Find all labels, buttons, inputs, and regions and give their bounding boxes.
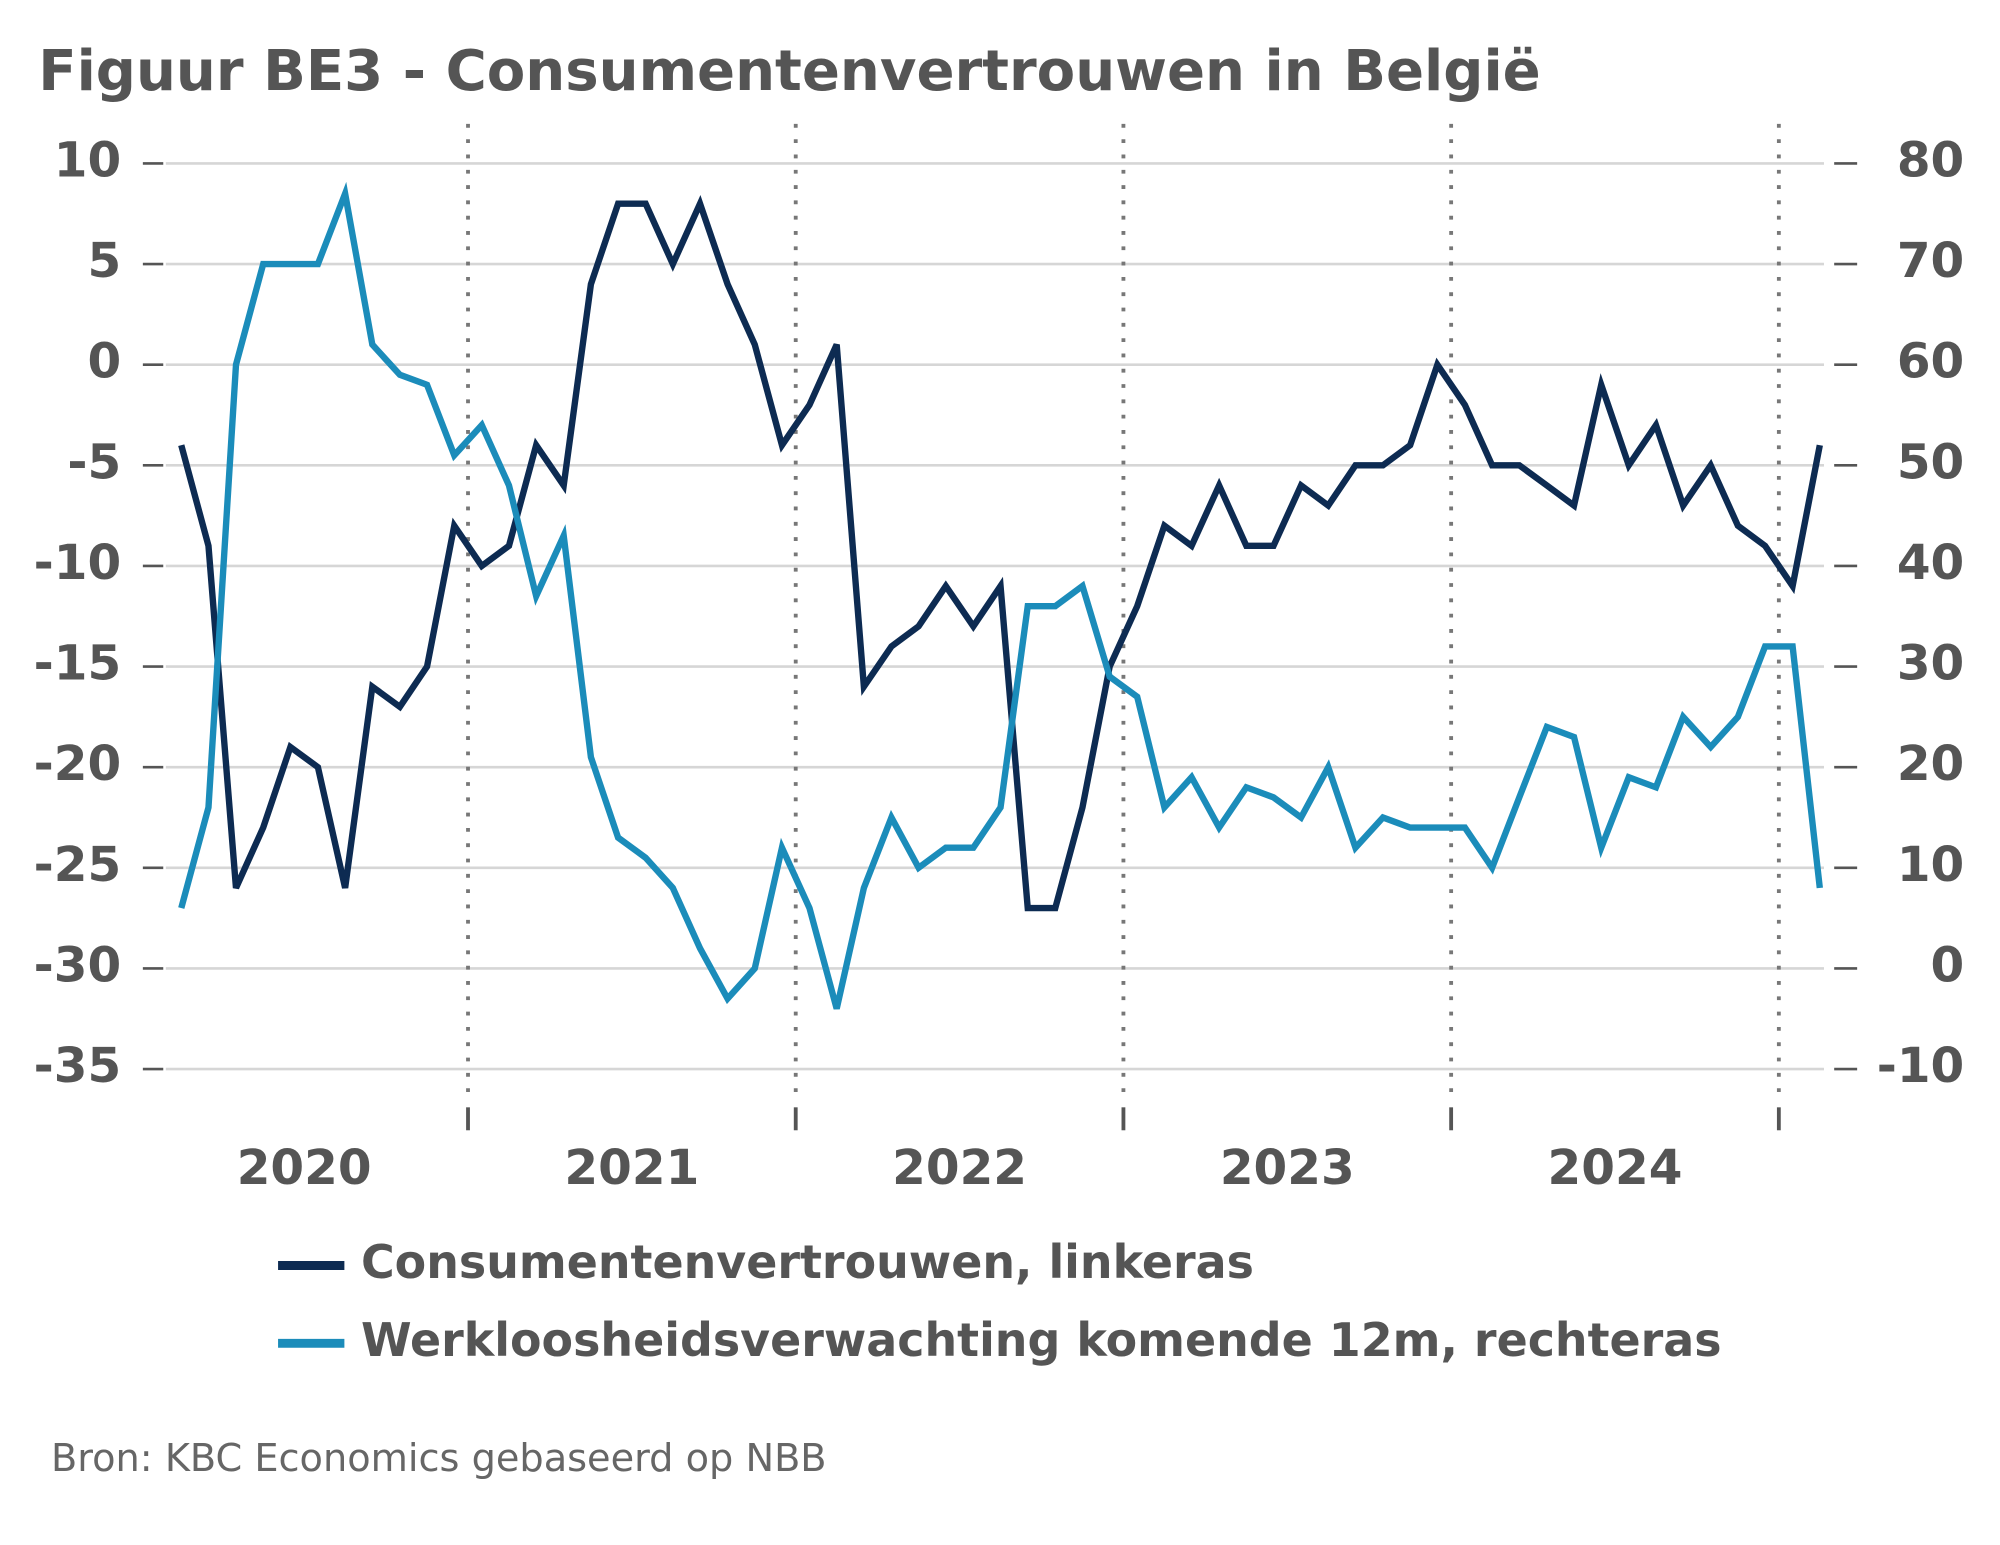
y-tick-label: 5: [87, 233, 121, 289]
y2-tick-label: 50: [1897, 434, 1964, 490]
y2-tick-label: 80: [1897, 132, 1964, 188]
x-tick-label: 2022: [892, 1140, 1027, 1196]
y2-tick-label: 0: [1931, 937, 1965, 993]
x-tick-label: 2023: [1220, 1140, 1355, 1196]
x-tick-label: 2020: [237, 1140, 372, 1196]
chart-title: Figuur BE3 - Consumentenvertrouwen in Be…: [38, 39, 1541, 104]
y-tick-label: 10: [54, 132, 121, 188]
x-tick-label: 2024: [1548, 1140, 1683, 1196]
y2-tick-label: -10: [1877, 1038, 1965, 1094]
y-tick-label: -20: [34, 736, 122, 792]
y2-tick-label: 40: [1897, 535, 1964, 591]
source: Bron: KBC Economics gebaseerd op NBB: [51, 1436, 827, 1481]
y2-tick-label: 30: [1897, 636, 1964, 692]
series-line: [178, 181, 1823, 1010]
series-line: [178, 195, 1823, 912]
y2-tick-label: 20: [1897, 736, 1964, 792]
legend-label: Consumentenvertrouwen, linkeras: [361, 1235, 1254, 1289]
y-tick-label: -30: [34, 937, 122, 993]
y2-tick-label: 70: [1897, 233, 1964, 289]
y-tick-label: -5: [67, 434, 121, 490]
y2-tick-label: 60: [1897, 334, 1964, 390]
y-tick-label: -15: [34, 636, 122, 692]
y2-tick-label: 10: [1897, 837, 1964, 893]
y-tick-label: -35: [34, 1038, 122, 1094]
y-tick-label: -10: [34, 535, 122, 591]
y-tick-label: -25: [34, 837, 122, 893]
y-tick-label: 0: [87, 334, 121, 390]
legend-label: Werkloosheidsverwachting komende 12m, re…: [361, 1313, 1722, 1367]
x-tick-label: 2021: [564, 1140, 699, 1196]
